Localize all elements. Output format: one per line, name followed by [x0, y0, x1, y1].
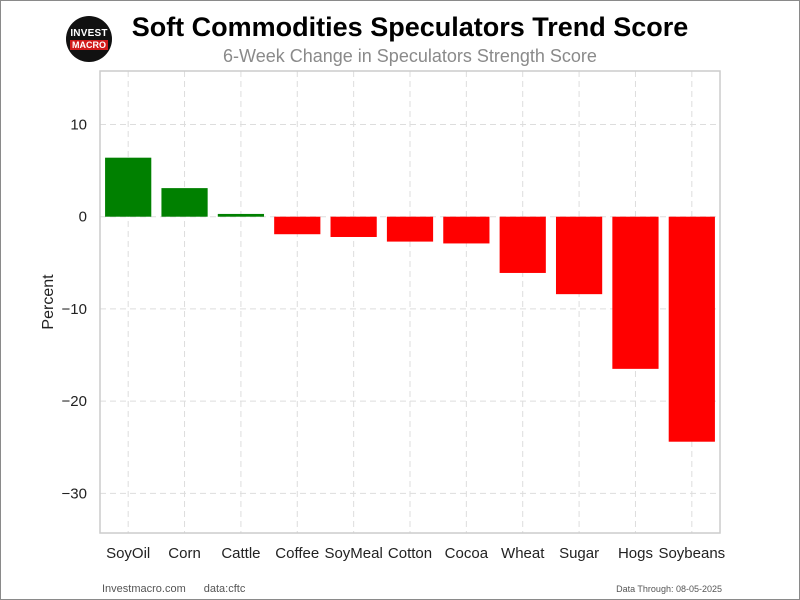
bar-cattle	[217, 213, 265, 217]
x-tick-label: Cattle	[221, 545, 260, 562]
x-tick-label: Cotton	[388, 545, 432, 562]
bar-corn	[161, 188, 208, 217]
x-tick-label: Soybeans	[658, 545, 725, 562]
x-tick-label: SoyOil	[106, 545, 150, 562]
footer-data-through: Data Through: 08-05-2025	[616, 584, 722, 594]
bar-hogs	[612, 216, 659, 369]
x-tick-label: Wheat	[501, 545, 545, 562]
x-tick-label: Cocoa	[445, 545, 489, 562]
bar-soyoil	[105, 157, 152, 217]
bar-wheat	[499, 216, 546, 273]
invest-macro-logo: INVEST MACRO	[66, 16, 112, 62]
footer-site: Investmacro.com	[102, 583, 186, 595]
y-axis-label: Percent	[40, 274, 57, 330]
logo-text-top: INVEST	[70, 28, 108, 39]
chart-subtitle: 6-Week Change in Speculators Strength Sc…	[223, 46, 597, 66]
y-tick-label: −20	[62, 393, 87, 410]
bar-cocoa	[443, 216, 490, 244]
bar-soymeal	[330, 216, 377, 237]
footer-source: data:cftc	[203, 583, 246, 595]
x-tick-label: Corn	[168, 545, 201, 562]
y-tick-label: 0	[79, 209, 87, 226]
bar-cotton	[386, 216, 434, 242]
logo-text-bottom: MACRO	[70, 40, 108, 50]
bar-sugar	[555, 216, 603, 295]
x-tick-label: Sugar	[559, 545, 599, 562]
bar-soybeans	[668, 216, 715, 442]
footer-left: Investmacro.com data:cftc	[102, 583, 245, 595]
bar-coffee	[274, 216, 321, 235]
y-tick-label: −30	[62, 485, 87, 502]
y-tick-label: 10	[70, 116, 87, 133]
x-tick-label: Coffee	[275, 545, 319, 562]
x-tick-label: Hogs	[618, 545, 653, 562]
plot-area-border	[99, 70, 721, 534]
chart-title: Soft Commodities Speculators Trend Score	[131, 12, 689, 42]
x-tick-label: SoyMeal	[324, 545, 382, 562]
y-tick-label: −10	[62, 301, 87, 318]
